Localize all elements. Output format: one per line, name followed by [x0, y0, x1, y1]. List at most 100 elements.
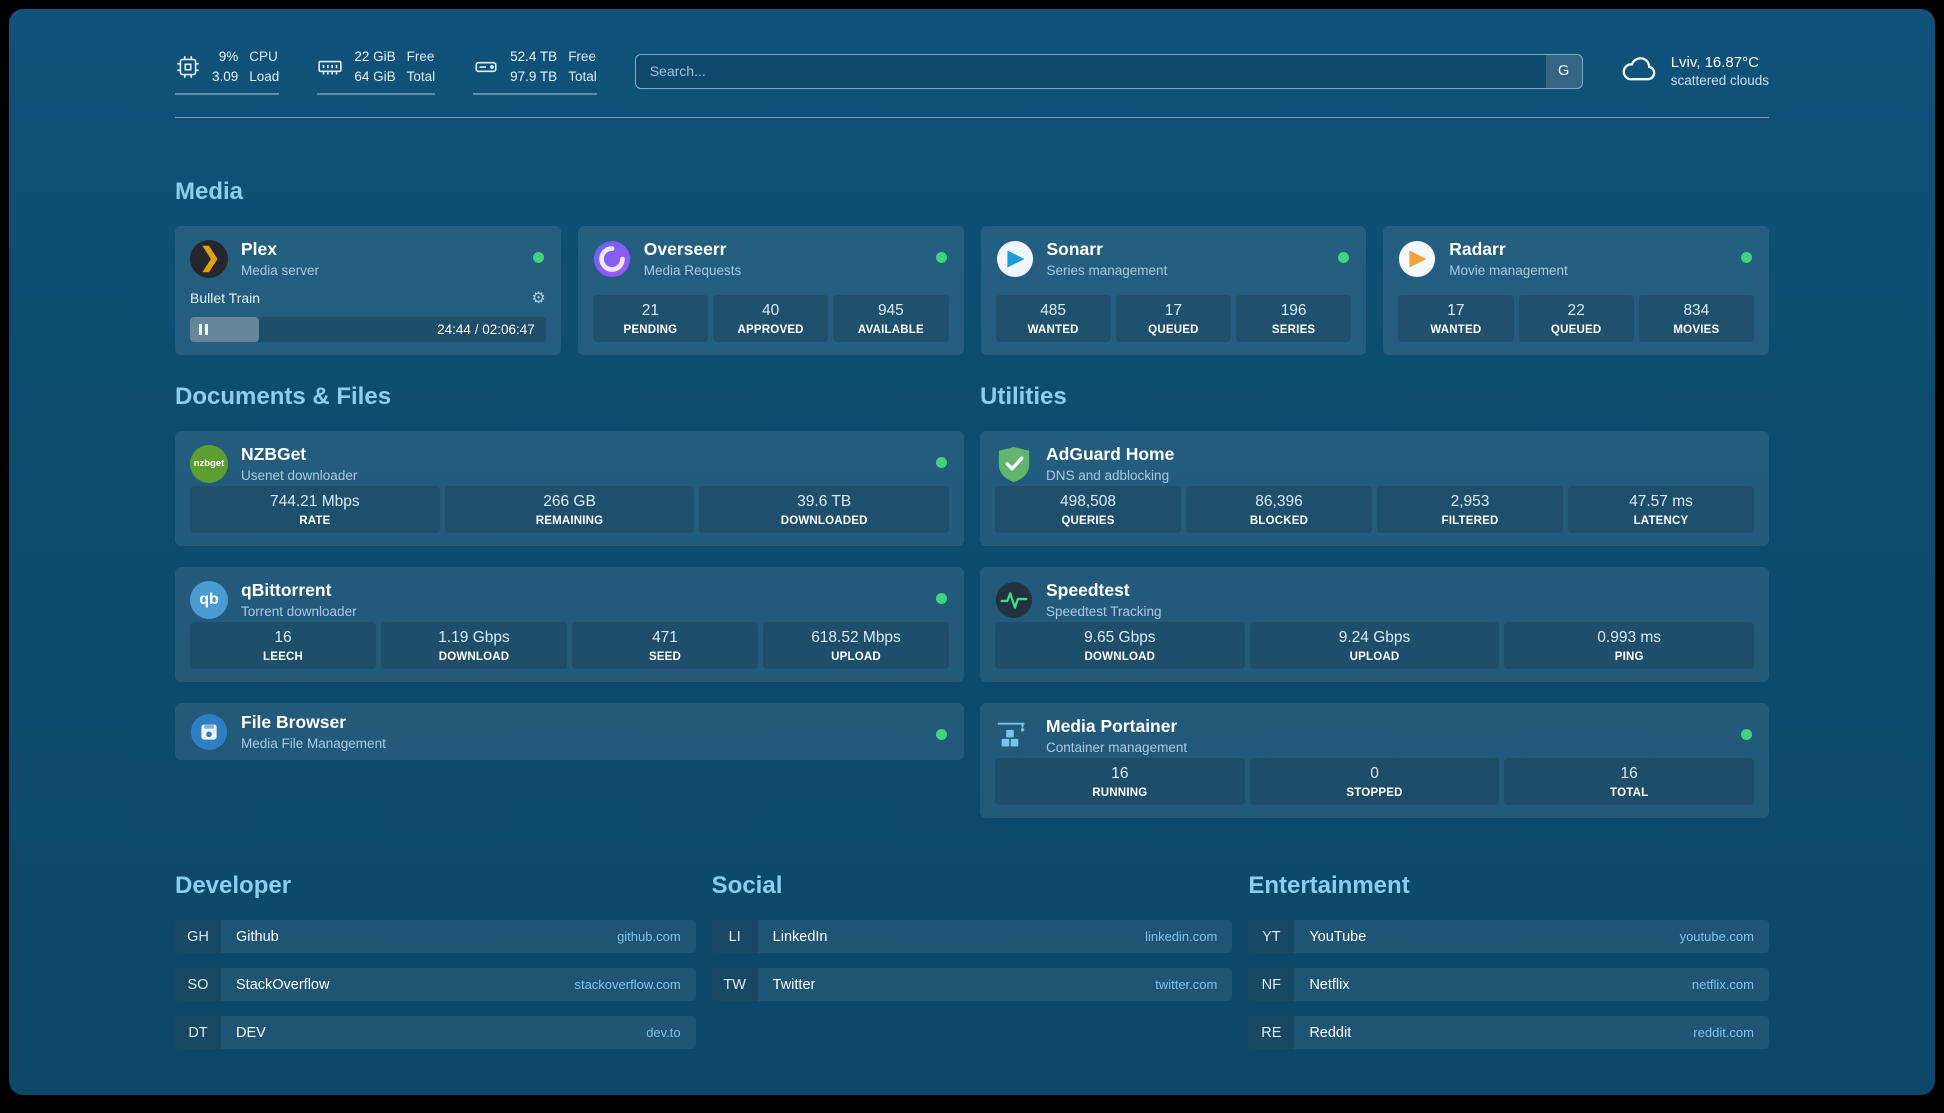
service-description: Media File Management	[241, 736, 386, 752]
dashboard: 9% 3.09 CPU Load	[9, 9, 1935, 1095]
service-stats: 17 WANTED 22 QUEUED 834 MOVIES	[1398, 295, 1754, 343]
service-stats: 16 LEECH 1.19 Gbps DOWNLOAD 471 SEED	[190, 622, 949, 670]
bookmark-youtube[interactable]: YT YouTube youtube.com	[1248, 920, 1769, 954]
stat-wanted: 17 WANTED	[1398, 295, 1514, 343]
playback-progress-bar[interactable]: 24:44 / 02:06:47	[190, 317, 546, 343]
service-name: Speedtest	[1046, 580, 1130, 601]
status-dot	[936, 729, 947, 741]
bookmark-stackoverflow[interactable]: SO StackOverflow stackoverflow.com	[175, 968, 696, 1002]
section-title-developer: Developer	[175, 872, 292, 900]
bookmark-domain: netflix.com	[1691, 977, 1754, 993]
service-card-filebrowser[interactable]: File Browser Media File Management	[175, 703, 964, 761]
search-provider-button[interactable]: G	[1545, 54, 1582, 88]
section-title-entertainment: Entertainment	[1248, 872, 1410, 900]
stat-blocked: 86,396 BLOCKED	[1186, 486, 1372, 534]
bookmark-netflix[interactable]: NF Netflix netflix.com	[1248, 968, 1769, 1002]
overseerr-icon	[593, 240, 631, 278]
radarr-icon	[1398, 240, 1436, 278]
service-name: File Browser	[241, 712, 347, 733]
adguard-icon	[995, 445, 1033, 483]
stat-stopped: 0 STOPPED	[1249, 758, 1500, 806]
service-name: AdGuard Home	[1046, 444, 1175, 465]
gear-icon[interactable]: ⚙	[531, 290, 546, 308]
memory-free: 22 GiB	[354, 49, 396, 64]
stat-pending: 21 PENDING	[592, 295, 708, 343]
bookmark-abbr: GH	[175, 920, 221, 954]
disk-icon	[473, 54, 499, 80]
cpu-load-average: 3.09	[212, 68, 239, 84]
memory-free-label: Free	[406, 49, 435, 64]
service-card-speedtest[interactable]: Speedtest Speedtest Tracking 9.65 Gbps D…	[980, 567, 1769, 683]
service-stats: 21 PENDING 40 APPROVED 945 AVAILABLE	[592, 295, 949, 343]
disk-total-label: Total	[568, 68, 597, 84]
bookmark-name: Twitter	[772, 976, 816, 993]
cpu-usage: 9%	[218, 49, 239, 64]
service-card-radarr[interactable]: Radarr Movie management 17 WANTED 22 QUE…	[1383, 226, 1769, 356]
status-dot	[1741, 729, 1752, 741]
stat-ping: 0.993 ms PING	[1504, 622, 1755, 670]
cpu-widget: 9% 3.09 CPU Load	[175, 47, 280, 96]
bookmark-domain: dev.to	[646, 1025, 681, 1041]
service-card-plex[interactable]: Plex Media server Bullet Train ⚙ 24:44 /…	[175, 226, 561, 356]
service-card-qbittorrent[interactable]: qb qBittorrent Torrent downloader 16	[175, 567, 964, 683]
search-input[interactable]	[635, 54, 1546, 88]
cloud-icon	[1621, 54, 1659, 89]
section-utilities: Utilities AdGuard Home	[980, 383, 1769, 819]
status-dot	[532, 252, 544, 264]
nzbget-icon: nzbget	[190, 444, 228, 483]
cpu-load-label: Load	[249, 68, 280, 84]
service-card-portainer[interactable]: Media Portainer Container management 16 …	[980, 703, 1769, 819]
service-name: Sonarr	[1046, 239, 1103, 260]
bookmark-reddit[interactable]: RE Reddit reddit.com	[1248, 1016, 1769, 1050]
service-stats: 744.21 Mbps RATE 266 GB REMAINING 39.6 T…	[190, 486, 950, 534]
bookmark-abbr: RE	[1248, 1016, 1295, 1050]
weather-condition: scattered clouds	[1670, 73, 1769, 89]
stat-series: 196 SERIES	[1236, 295, 1352, 343]
service-card-adguard[interactable]: AdGuard Home DNS and adblocking 498,508 …	[980, 431, 1769, 547]
weather-widget: Lviv, 16.87°C scattered clouds	[1621, 54, 1769, 89]
stat-rate: 744.21 Mbps RATE	[190, 486, 440, 534]
status-dot	[1741, 252, 1752, 264]
service-card-nzbget[interactable]: nzbget NZBGet Usenet downloader 744.21 M…	[175, 431, 964, 547]
service-stats: 9.65 Gbps DOWNLOAD 9.24 Gbps UPLOAD 0.99…	[995, 622, 1755, 670]
status-dot	[936, 593, 947, 605]
memory-icon	[317, 54, 343, 80]
filebrowser-icon	[190, 713, 228, 751]
stat-queued: 22 QUEUED	[1518, 295, 1634, 343]
service-card-overseerr[interactable]: Overseerr Media Requests 21 PENDING 40 A…	[577, 226, 964, 356]
service-description: Torrent downloader	[241, 604, 357, 620]
stat-upload: 618.52 Mbps UPLOAD	[763, 622, 949, 670]
pause-button[interactable]	[199, 324, 208, 336]
section-media: Media Plex Media server	[175, 178, 1769, 356]
bookmark-group-developer: Developer GH Github github.com SO StackO…	[175, 872, 696, 1050]
portainer-icon	[995, 717, 1033, 755]
bookmark-name: LinkedIn	[772, 928, 828, 945]
bookmark-domain: linkedin.com	[1145, 929, 1218, 945]
qbittorrent-icon: qb	[190, 580, 228, 619]
bookmark-twitter[interactable]: TW Twitter twitter.com	[711, 968, 1233, 1002]
memory-widget: 22 GiB 64 GiB Free Total	[317, 47, 436, 96]
bookmark-abbr: DT	[175, 1016, 221, 1050]
stat-latency: 47.57 ms LATENCY	[1568, 486, 1754, 534]
section-title-media: Media	[175, 178, 244, 206]
bookmark-abbr: SO	[175, 968, 221, 1002]
service-name: NZBGet	[241, 444, 307, 465]
disk-labels: Free Total	[568, 47, 597, 86]
bookmark-name: DEV	[236, 1024, 266, 1041]
stat-filtered: 2,953 FILTERED	[1377, 486, 1563, 534]
service-card-sonarr[interactable]: Sonarr Series management 485 WANTED 17 Q…	[980, 226, 1367, 356]
service-stats: 485 WANTED 17 QUEUED 196 SERIES	[995, 295, 1352, 343]
weather-location: Lviv, 16.87°C	[1670, 54, 1759, 72]
resource-widgets: 9% 3.09 CPU Load	[175, 47, 597, 96]
bookmark-linkedin[interactable]: LI LinkedIn linkedin.com	[711, 920, 1233, 954]
bookmark-dev[interactable]: DT DEV dev.to	[175, 1016, 696, 1050]
cpu-values: 9% 3.09	[212, 47, 238, 86]
bookmark-github[interactable]: GH Github github.com	[175, 920, 696, 954]
service-description: Movie management	[1449, 263, 1568, 279]
bookmark-name: Github	[236, 928, 279, 945]
service-description: Speedtest Tracking	[1046, 604, 1162, 620]
cpu-labels: CPU Load	[249, 47, 279, 86]
bookmark-abbr: YT	[1248, 920, 1295, 954]
sonarr-icon	[996, 240, 1034, 278]
service-description: Series management	[1046, 263, 1168, 279]
